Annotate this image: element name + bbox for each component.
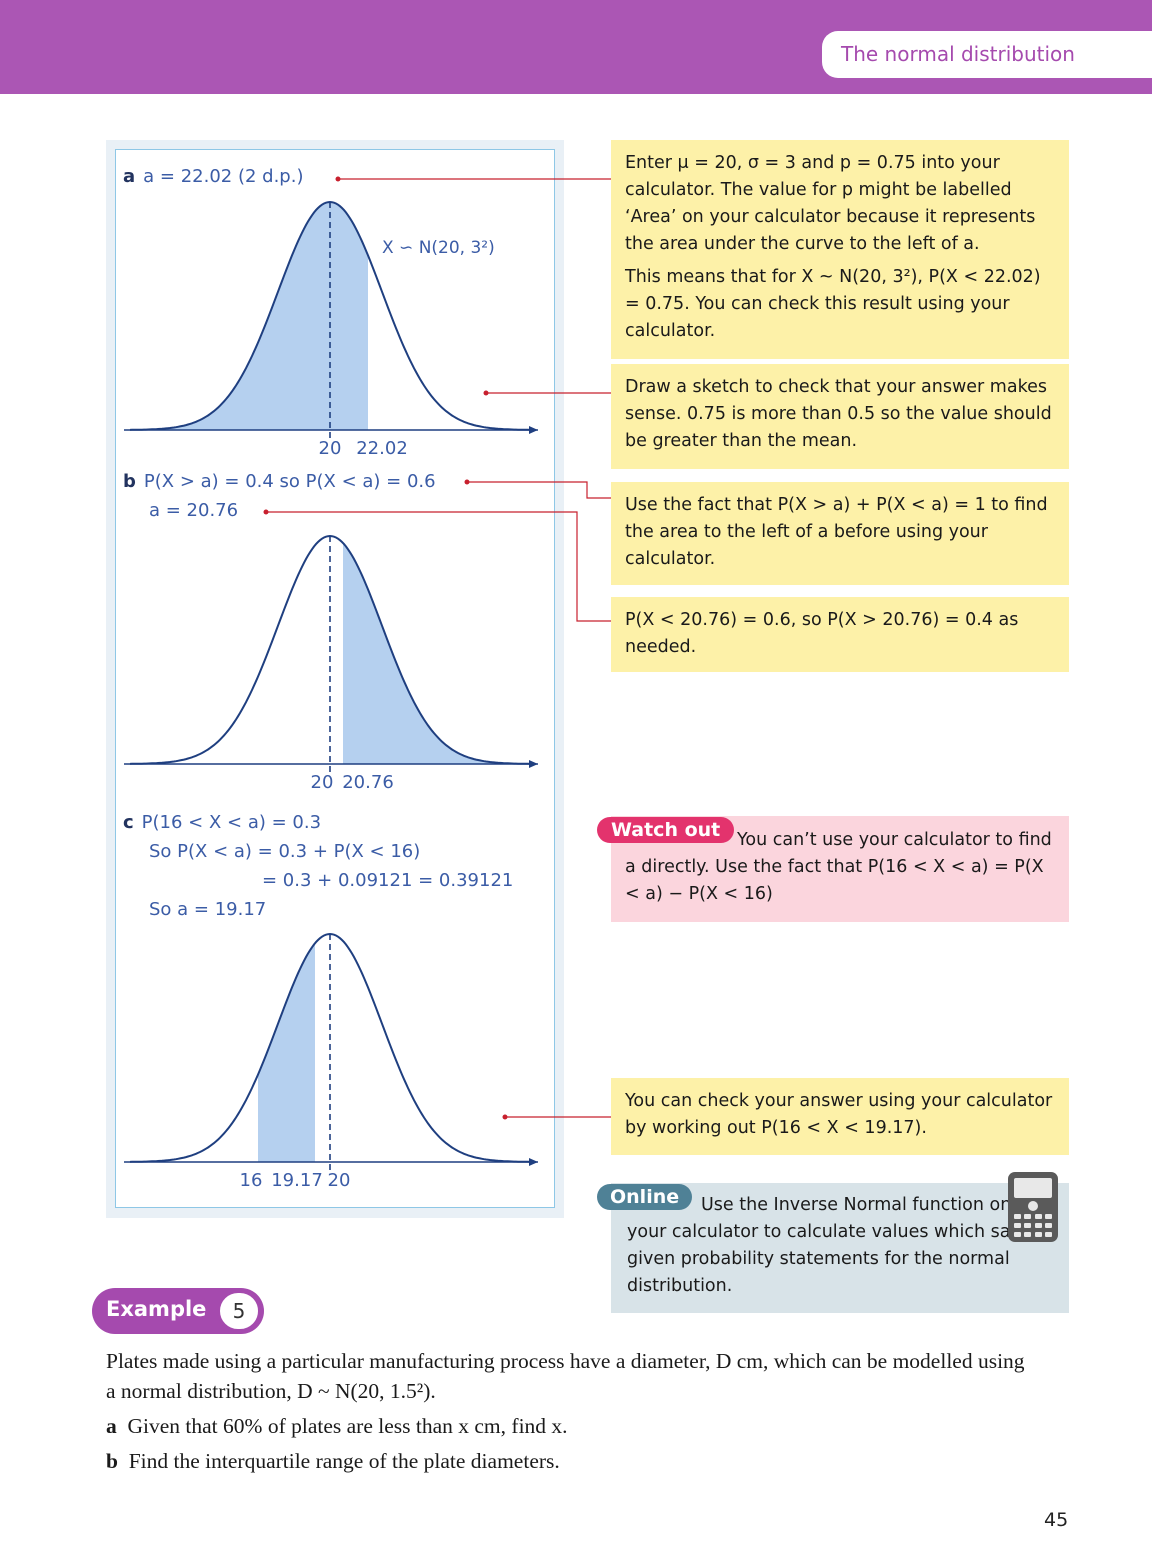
note-check-c: You can check your answer using your cal… bbox=[611, 1078, 1069, 1155]
leader-line-a-dot bbox=[335, 176, 341, 182]
part-b-line-1: b P(X > a) = 0.4 so P(X < a) = 0.6 bbox=[123, 471, 436, 492]
example-part-b-label: b bbox=[106, 1449, 118, 1473]
leader-line-b2 bbox=[266, 511, 611, 622]
graph-c-tick-label: 20 bbox=[328, 1170, 351, 1191]
leader-line-c-dot bbox=[502, 1114, 508, 1120]
graph-a-axis-arrow bbox=[529, 426, 538, 434]
leader-line-b1-dot bbox=[464, 479, 470, 485]
part-b-label: b bbox=[123, 471, 136, 492]
leader-line-sketch-a-dot bbox=[483, 390, 489, 396]
graph-b-axis-arrow bbox=[529, 760, 538, 768]
example-question: Plates made using a particular manufactu… bbox=[106, 1349, 1025, 1403]
leader-line-b2-dot bbox=[263, 509, 269, 515]
part-a-answer: a a = 22.02 (2 d.p.) bbox=[123, 166, 303, 187]
graph-a-tick-label: 22.02 bbox=[356, 438, 408, 459]
note-enter-values-p1: Enter μ = 20, σ = 3 and p = 0.75 into yo… bbox=[625, 153, 1036, 254]
example-part-b: b Find the interquartile range of the pl… bbox=[106, 1446, 560, 1476]
note-use-fact: Use the fact that P(X > a) + P(X < a) = … bbox=[611, 482, 1069, 585]
part-a-label: a bbox=[123, 166, 136, 187]
chapter-title: The normal distribution bbox=[822, 31, 1152, 78]
part-c-label: c bbox=[123, 812, 134, 833]
part-a-distribution: X ∽ N(20, 3²) bbox=[382, 238, 495, 258]
graph-b-tick-label: 20.76 bbox=[342, 772, 394, 793]
part-b-line1: P(X > a) = 0.4 so P(X < a) = 0.6 bbox=[143, 471, 436, 492]
leader-line-b1 bbox=[467, 481, 611, 499]
note-check-b: P(X < 20.76) = 0.6, so P(X > 20.76) = 0.… bbox=[611, 597, 1069, 672]
example-part-a: a Given that 60% of plates are less than… bbox=[106, 1411, 568, 1441]
part-c-line-2: So P(X < a) = 0.3 + P(X < 16) bbox=[149, 841, 421, 862]
calculator-icon bbox=[1008, 1172, 1058, 1242]
note-enter-values: Enter μ = 20, σ = 3 and p = 0.75 into yo… bbox=[611, 140, 1069, 359]
graph-a-tick-label: 20 bbox=[319, 438, 342, 459]
part-c-line-1: c P(16 < X < a) = 0.3 bbox=[123, 812, 321, 833]
graph-a-shaded-area bbox=[130, 202, 368, 430]
online-badge: Online bbox=[597, 1184, 693, 1210]
example-part-b-text: Find the interquartile range of the plat… bbox=[128, 1449, 560, 1473]
watch-out-badge: Watch out bbox=[597, 817, 735, 843]
watch-out-text: You can’t use your calculator to find a … bbox=[625, 830, 1052, 904]
page-number: 45 bbox=[1044, 1509, 1069, 1531]
graph-c-axis-arrow bbox=[529, 1158, 538, 1166]
online-text: Use the Inverse Normal function on your … bbox=[627, 1195, 1048, 1296]
graph-c-tick-label: 19.17 bbox=[271, 1170, 323, 1191]
part-c-line-3: = 0.3 + 0.09121 = 0.39121 bbox=[262, 870, 514, 891]
part-c-line1: P(16 < X < a) = 0.3 bbox=[141, 812, 322, 833]
part-c-line-4: So a = 19.17 bbox=[149, 899, 267, 920]
note-enter-values-p2: This means that for X ~ N(20, 3²), P(X <… bbox=[625, 267, 1041, 341]
graph-c-shaded-area bbox=[258, 943, 315, 1162]
graph-b-tick-label: 20 bbox=[311, 772, 334, 793]
graph-c-tick-label: 16 bbox=[240, 1170, 263, 1191]
example-part-a-label: a bbox=[106, 1414, 117, 1438]
part-b-line-2: a = 20.76 bbox=[149, 500, 239, 521]
example-label: Example bbox=[106, 1297, 207, 1321]
note-draw-sketch: Draw a sketch to check that your answer … bbox=[611, 364, 1069, 469]
example-number: 5 bbox=[217, 1290, 261, 1332]
graph-b-shaded-area bbox=[343, 543, 530, 764]
part-a-line: a = 22.02 (2 d.p.) bbox=[143, 166, 304, 187]
example-part-a-text: Given that 60% of plates are less than x… bbox=[127, 1414, 568, 1438]
